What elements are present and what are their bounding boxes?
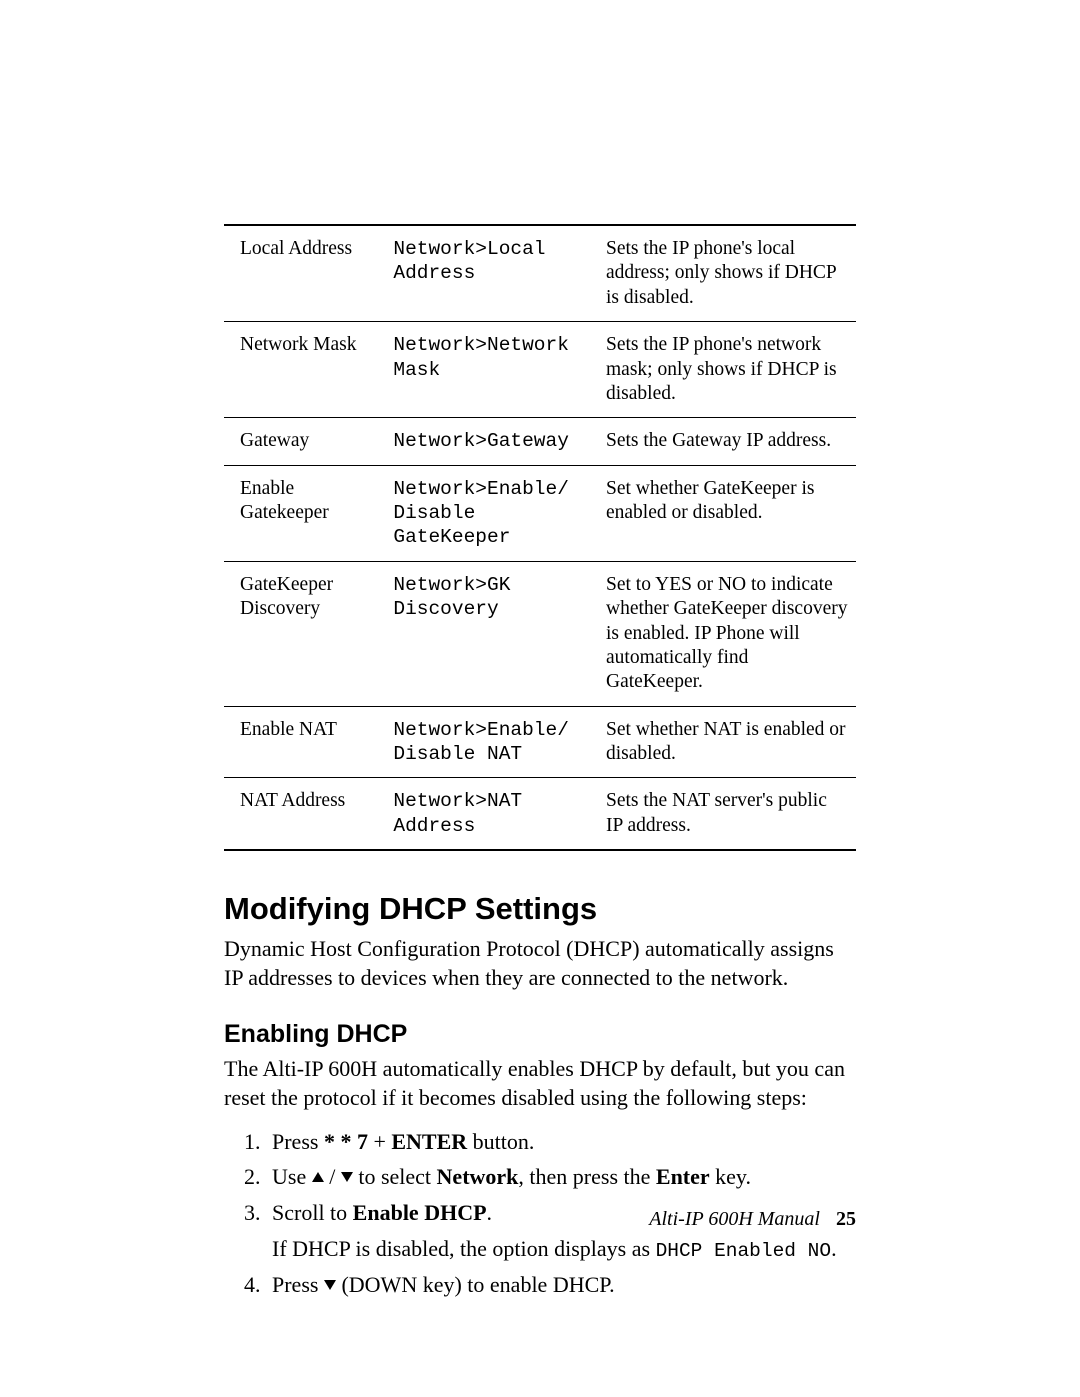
down-arrow-icon: [324, 1280, 336, 1290]
cell-name: Network Mask: [224, 322, 393, 418]
step-text: Use: [272, 1164, 312, 1189]
step-note: If DHCP is disabled, the option displays…: [272, 1234, 856, 1264]
step-text: Press: [272, 1129, 324, 1154]
step-text: to select: [353, 1164, 437, 1189]
cell-name: NAT Address: [224, 778, 393, 850]
cell-desc: Set whether GateKeeper is enabled or dis…: [606, 465, 856, 561]
step-text: +: [368, 1129, 391, 1154]
step-text: .: [487, 1200, 493, 1225]
cell-menu: Network>Network Mask: [393, 322, 606, 418]
step-bold: ENTER: [391, 1129, 467, 1154]
section-heading: Modifying DHCP Settings: [224, 891, 856, 927]
step-mono: DHCP Enabled NO: [656, 1240, 832, 1262]
table-row: Network Mask Network>Network Mask Sets t…: [224, 322, 856, 418]
cell-name: Gateway: [224, 418, 393, 465]
list-item: Use / to select Network, then press the …: [266, 1162, 856, 1192]
footer-page-number: 25: [836, 1208, 856, 1230]
step-text: , then press the: [518, 1164, 655, 1189]
step-text: .: [831, 1236, 837, 1261]
cell-menu: Network>Enable/DisableGateKeeper: [393, 465, 606, 561]
cell-menu: Network>Gateway: [393, 418, 606, 465]
cell-desc: Sets the IP phone's local address; only …: [606, 225, 856, 322]
step-text: button.: [467, 1129, 534, 1154]
step-bold: Enter: [656, 1164, 710, 1189]
cell-desc: Sets the Gateway IP address.: [606, 418, 856, 465]
cell-menu: Network>NATAddress: [393, 778, 606, 850]
cell-desc: Set whether NAT is enabled or disabled.: [606, 706, 856, 778]
up-arrow-icon: [312, 1172, 324, 1182]
cell-menu: Network>Enable/Disable NAT: [393, 706, 606, 778]
footer-title: Alti-IP 600H Manual: [649, 1208, 820, 1230]
cell-menu: Network>GKDiscovery: [393, 561, 606, 706]
document-page: Local Address Network>Local Address Sets…: [0, 0, 1080, 1397]
body-paragraph: Dynamic Host Configuration Protocol (DHC…: [224, 935, 856, 992]
table-row: GateKeeper Discovery Network>GKDiscovery…: [224, 561, 856, 706]
step-bold: Network: [437, 1164, 519, 1189]
step-text: key.: [710, 1164, 751, 1189]
table-row: Gateway Network>Gateway Sets the Gateway…: [224, 418, 856, 465]
body-paragraph: The Alti-IP 600H automatically enables D…: [224, 1055, 856, 1112]
list-item: Press * * 7 + ENTER button.: [266, 1127, 856, 1157]
table-row: Local Address Network>Local Address Sets…: [224, 225, 856, 322]
cell-desc: Sets the IP phone's network mask; only s…: [606, 322, 856, 418]
cell-desc: Set to YES or NO to indicate whether Gat…: [606, 561, 856, 706]
table-row: Enable NAT Network>Enable/Disable NAT Se…: [224, 706, 856, 778]
step-text: Press: [272, 1272, 324, 1297]
settings-table: Local Address Network>Local Address Sets…: [224, 224, 856, 851]
list-item: Press (DOWN key) to enable DHCP.: [266, 1270, 856, 1300]
table-row: Enable Gatekeeper Network>Enable/Disable…: [224, 465, 856, 561]
subsection-heading: Enabling DHCP: [224, 1020, 856, 1049]
down-arrow-icon: [341, 1172, 353, 1182]
cell-name: GateKeeper Discovery: [224, 561, 393, 706]
table-row: NAT Address Network>NATAddress Sets the …: [224, 778, 856, 850]
step-text: Scroll to: [272, 1200, 353, 1225]
step-bold: Enable DHCP: [353, 1200, 487, 1225]
cell-name: Enable NAT: [224, 706, 393, 778]
step-text: /: [324, 1164, 341, 1189]
step-text: If DHCP is disabled, the option displays…: [272, 1236, 656, 1261]
cell-menu: Network>Local Address: [393, 225, 606, 322]
step-bold: * * 7: [324, 1129, 368, 1154]
step-text: (DOWN key) to enable DHCP.: [336, 1272, 615, 1297]
cell-name: Enable Gatekeeper: [224, 465, 393, 561]
page-footer: Alti-IP 600H Manual 25: [649, 1208, 856, 1231]
cell-desc: Sets the NAT server's public IP address.: [606, 778, 856, 850]
cell-name: Local Address: [224, 225, 393, 322]
